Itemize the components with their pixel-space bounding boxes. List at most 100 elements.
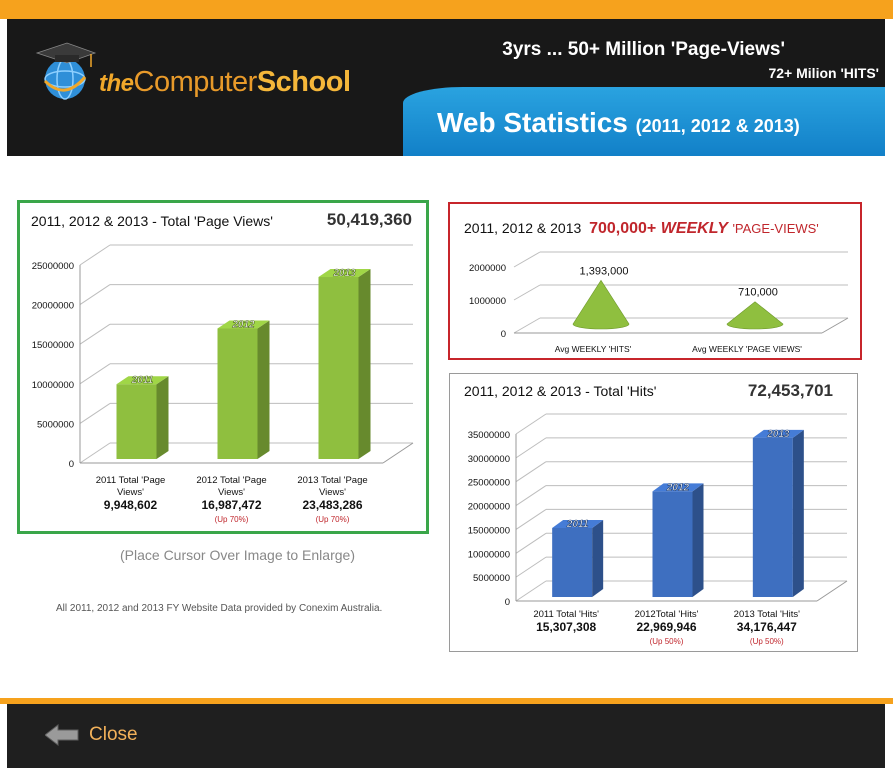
bar-front [217, 328, 258, 459]
gridline-depth [79, 402, 111, 424]
gridline-depth [79, 284, 111, 306]
x-axis-label: 2011 Total 'Page [96, 475, 166, 486]
bar-front [552, 527, 593, 597]
bar-side [792, 429, 804, 597]
gridline-depth [513, 317, 541, 334]
x-axis-label: Avg WEEKLY 'PAGE VIEWS' [692, 344, 802, 354]
bar-top [552, 519, 604, 528]
value-label: 9,948,602 [104, 498, 158, 512]
bar-side [358, 269, 371, 459]
growth-note: (Up 70%) [215, 515, 249, 524]
footer-accent-bar [0, 698, 893, 704]
gridline-depth [515, 413, 547, 435]
y-tick-label: 1000000 [469, 296, 506, 307]
gridline-depth [515, 437, 547, 459]
gridline-depth [79, 363, 111, 385]
y-tick-label: 5000000 [473, 573, 510, 584]
bar-front [752, 437, 793, 597]
gridline-depth [515, 509, 547, 530]
gridline-depth [513, 251, 541, 268]
gridline-depth [515, 461, 547, 483]
close-label: Close [89, 724, 138, 745]
value-label: 16,987,472 [201, 498, 261, 512]
bar-front [318, 277, 359, 459]
page-views-bar-chart: 0 5000000 10000000 15000000 20000000 25000000… [32, 244, 414, 524]
y-tick-label: 25000000 [32, 261, 74, 272]
floor-right-edge [382, 442, 414, 464]
top-accent-bar [0, 0, 893, 19]
weekly-chart-card[interactable]: 2011, 2012 & 2013 700,000+ WEEKLY 'PAGE-… [448, 202, 862, 360]
y-tick-label: 20000000 [468, 502, 510, 513]
x-axis-label: 2012 Total 'Page [196, 475, 266, 486]
y-tick-label: 0 [505, 597, 510, 608]
x-axis-label: 2013 Total 'Hits' [734, 609, 800, 620]
y-tick-label: 2000000 [469, 263, 506, 274]
weekly-highlight: 700,000+ WEEKLY 'PAGE-VIEWS' [589, 220, 819, 237]
bar-year-label: 2012 [231, 319, 255, 330]
tagline-hits: 72+ Milion 'HITS' [768, 65, 879, 81]
gridline-depth [79, 442, 111, 464]
y-tick-label: 10000000 [32, 380, 74, 391]
bar-top [752, 429, 804, 438]
growth-note: (Up 70%) [316, 515, 350, 524]
x-axis-label: 2013 Total 'Page [297, 475, 367, 486]
gridline-depth [515, 532, 547, 554]
growth-note: (Up 50%) [750, 637, 784, 646]
data-credit: All 2011, 2012 and 2013 FY Website Data … [56, 603, 383, 614]
close-button[interactable]: Close [45, 721, 138, 749]
footer: Close [7, 704, 885, 768]
floor-right-edge [821, 317, 849, 334]
bar-top [652, 483, 704, 492]
y-tick-label: 5000000 [37, 419, 74, 430]
gridline-depth [79, 244, 111, 266]
bar-top [116, 376, 169, 385]
x-axis-label: Avg WEEKLY 'HITS' [555, 344, 632, 354]
value-label: 34,176,447 [737, 620, 797, 634]
y-tick-label: 35000000 [468, 430, 510, 441]
bar-side [257, 320, 270, 459]
bar-top [217, 320, 270, 329]
back-arrow-icon [45, 724, 79, 746]
globe-graduation-cap-icon [35, 42, 97, 100]
growth-note: (Up 50%) [650, 637, 684, 646]
bar-year-label: 2013 [766, 429, 790, 440]
weekly-cone-chart: 0 1000000 2000000 1,393,000 Avg WEEKLY 'HITS… [469, 251, 849, 354]
page-views-chart-card[interactable]: 2011, 2012 & 2013 - Total 'Page Views' 5… [17, 200, 429, 534]
value-label: 710,000 [738, 287, 778, 299]
bar-year-label: 2012 [666, 482, 690, 493]
cone [572, 279, 630, 330]
y-tick-label: 15000000 [32, 340, 74, 351]
x-axis-label: Views' [117, 487, 144, 498]
value-label: 1,393,000 [580, 265, 629, 277]
gridline-depth [515, 485, 547, 506]
bar-year-label: 2011 [131, 375, 154, 386]
chart-total: 72,453,701 [747, 381, 833, 400]
bar-side [692, 483, 704, 597]
gridline-depth [515, 580, 547, 602]
chart-title: 2011, 2012 & 2013 - Total 'Hits' [464, 383, 657, 399]
hits-chart-card[interactable]: 2011, 2012 & 2013 - Total 'Hits' 72,453,… [449, 373, 858, 652]
floor-right-edge [816, 580, 848, 602]
header: theComputerSchool 3yrs ... 50+ Million '… [7, 19, 885, 156]
tagline-page-views: 3yrs ... 50+ Million 'Page-Views' [502, 39, 785, 60]
y-tick-label: 25000000 [468, 478, 510, 489]
enlarge-hint: (Place Cursor Over Image to Enlarge) [120, 547, 355, 563]
cone [726, 301, 784, 330]
bar-front [116, 384, 157, 459]
logo-wordmark: theComputerSchool [99, 66, 351, 98]
chart-title: 2011, 2012 & 2013 - Total 'Page Views' [31, 213, 273, 229]
bar-front [652, 491, 693, 597]
y-tick-label: 0 [69, 459, 74, 470]
gridline-depth [513, 284, 541, 301]
y-tick-label: 20000000 [32, 301, 74, 312]
x-axis-label: 2011 Total 'Hits' [533, 609, 599, 620]
gridline-depth [79, 323, 111, 345]
bar-year-label: 2011 [566, 519, 589, 530]
bar-year-label: 2013 [332, 268, 356, 279]
page-title: Web Statistics (2011, 2012 & 2013) [437, 107, 800, 138]
hits-bar-chart: 0 5000000 10000000 15000000 20000000 25000000… [468, 413, 848, 646]
title-banner: Web Statistics (2011, 2012 & 2013) [403, 87, 885, 156]
value-label: 23,483,286 [302, 498, 362, 512]
y-tick-label: 10000000 [468, 549, 510, 560]
bar-side [592, 519, 604, 597]
